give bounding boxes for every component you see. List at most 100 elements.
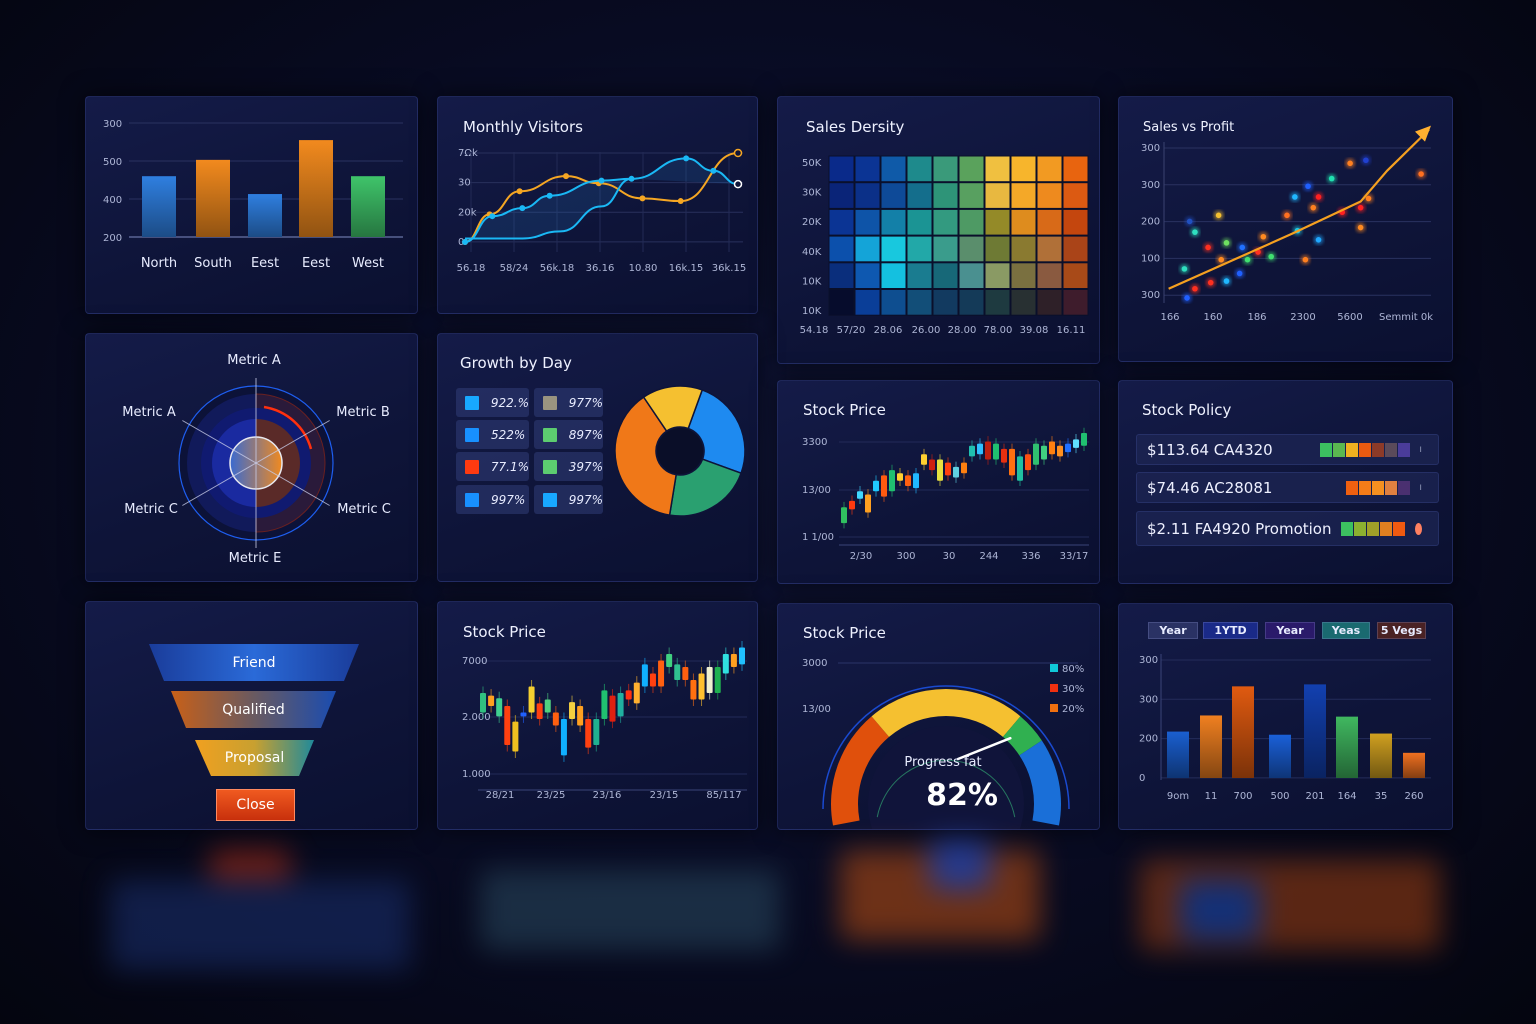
heatmap-cell bbox=[1010, 235, 1037, 263]
x-tick-label: 28/21 bbox=[486, 790, 515, 801]
chart-title: Sales Dersity bbox=[806, 118, 905, 136]
x-tick-label: 56k.18 bbox=[540, 263, 574, 274]
heatmap-cell bbox=[984, 289, 1011, 316]
heatmap-cell bbox=[1036, 208, 1063, 236]
candle-body bbox=[536, 703, 543, 719]
swatch bbox=[1354, 521, 1366, 536]
heatmap-cell bbox=[880, 289, 907, 316]
bar bbox=[1370, 733, 1392, 778]
period-tab[interactable]: Year bbox=[1148, 622, 1198, 639]
axis-label: Metric B bbox=[336, 405, 389, 420]
x-tick-label: 28.00 bbox=[948, 325, 977, 336]
legend-item: 77.1% bbox=[456, 452, 529, 481]
candle-body bbox=[544, 699, 551, 713]
y-tick-label: 3300 bbox=[802, 437, 827, 448]
candle-body bbox=[1049, 441, 1055, 455]
legend-label: 77.1% bbox=[490, 459, 529, 474]
legend-item: 977% bbox=[534, 388, 603, 417]
funnel-stage[interactable]: Qualified bbox=[171, 691, 336, 728]
y-tick-label: 500 bbox=[103, 157, 122, 168]
data-point bbox=[1310, 204, 1317, 211]
candle-body bbox=[1001, 448, 1007, 463]
heatmap-cell bbox=[1010, 289, 1037, 316]
area-fill bbox=[465, 158, 738, 242]
panel-stock-price-2: Stock Price 7000 2.000 1.000 28/21 23/25 23/1… bbox=[437, 601, 758, 830]
heatmap-cell bbox=[984, 262, 1011, 290]
trend-line bbox=[1168, 128, 1430, 290]
data-point bbox=[462, 239, 468, 245]
gauge-value: 82% bbox=[926, 778, 998, 813]
y-tick-label: 13/00 bbox=[802, 485, 831, 496]
candle-body bbox=[849, 500, 855, 510]
data-point bbox=[1260, 233, 1267, 240]
legend-label: 977% bbox=[568, 395, 603, 410]
heatmap-cell bbox=[958, 208, 985, 236]
heatmap-cell bbox=[854, 262, 881, 290]
x-tick-label: 39.08 bbox=[1020, 325, 1049, 336]
heatmap-cell bbox=[828, 208, 855, 236]
period-tab[interactable]: Year bbox=[1265, 622, 1315, 639]
legend-label: 897% bbox=[568, 427, 603, 442]
floor-reflection bbox=[80, 840, 1460, 1010]
candle-body bbox=[520, 712, 527, 717]
legend-swatch bbox=[465, 395, 479, 410]
funnel-stage[interactable]: Friend bbox=[149, 644, 359, 681]
data-point bbox=[563, 173, 570, 180]
heatmap-cell bbox=[984, 235, 1011, 263]
x-tick-label: 36k.15 bbox=[712, 263, 746, 274]
stock-policy-row[interactable]: $74.46 AC28081 ı bbox=[1136, 472, 1439, 503]
stock-policy-row[interactable]: $113.64 CA4320 ı bbox=[1136, 434, 1439, 465]
candle-body bbox=[674, 664, 681, 680]
candle-body bbox=[714, 667, 721, 693]
y-tick-label: 1.000 bbox=[462, 769, 491, 780]
period-tab[interactable]: Yeas bbox=[1322, 622, 1370, 639]
heatmap-cell bbox=[880, 155, 907, 183]
legend-swatch bbox=[543, 395, 557, 410]
legend-item: 997% bbox=[534, 485, 603, 514]
heatmap-cell bbox=[1010, 155, 1037, 183]
gauge-segment bbox=[1019, 740, 1061, 826]
legend-label: 20% bbox=[1062, 704, 1084, 715]
candle-body bbox=[865, 494, 871, 513]
candle-body bbox=[658, 660, 665, 687]
data-point bbox=[546, 192, 553, 199]
x-tick-label: 9om bbox=[1167, 791, 1189, 802]
swatch bbox=[1333, 442, 1346, 457]
x-tick-label: 300 bbox=[896, 551, 915, 562]
heatmap-cell bbox=[906, 235, 933, 263]
y-tick-label: 200 bbox=[103, 233, 122, 244]
status-dot-icon bbox=[1415, 522, 1422, 535]
x-tick-label: 33/17 bbox=[1060, 551, 1089, 562]
period-tab[interactable]: 5 Vegs bbox=[1377, 622, 1426, 639]
period-tab[interactable]: 1YTD bbox=[1203, 622, 1258, 639]
data-point bbox=[489, 213, 496, 220]
y-tick-label: 40K bbox=[802, 247, 822, 258]
swatch bbox=[1359, 442, 1372, 457]
data-point bbox=[628, 175, 635, 182]
data-point bbox=[1244, 256, 1251, 263]
heatmap-cell bbox=[1036, 289, 1063, 316]
legend-swatch bbox=[465, 427, 479, 442]
heatmap-cell bbox=[1010, 262, 1037, 290]
funnel-stage[interactable]: Proposal bbox=[195, 740, 314, 776]
candle-body bbox=[953, 466, 959, 478]
x-tick-label: 16k.15 bbox=[669, 263, 703, 274]
gauge-face bbox=[868, 726, 1024, 829]
heatmap-cell bbox=[1062, 235, 1089, 263]
heatmap-cell bbox=[932, 182, 959, 209]
x-tick-label: Eest bbox=[251, 256, 279, 271]
heatmap-cell bbox=[1036, 155, 1063, 183]
pie-slice bbox=[687, 388, 746, 475]
chart-title: Growth by Day bbox=[460, 354, 572, 372]
heatmap-cell bbox=[958, 235, 985, 263]
chart-title: Stock Price bbox=[803, 624, 886, 642]
data-point bbox=[1328, 175, 1335, 182]
data-point bbox=[639, 195, 646, 202]
stock-policy-row[interactable]: $2.11 FA4920 Promotion bbox=[1136, 511, 1439, 546]
funnel-stage[interactable]: Close bbox=[216, 789, 295, 821]
data-point bbox=[1205, 244, 1211, 251]
x-tick-label: 56.18 bbox=[457, 263, 486, 274]
heatmap-cell bbox=[932, 262, 959, 290]
x-tick-label: 11 bbox=[1205, 791, 1218, 802]
